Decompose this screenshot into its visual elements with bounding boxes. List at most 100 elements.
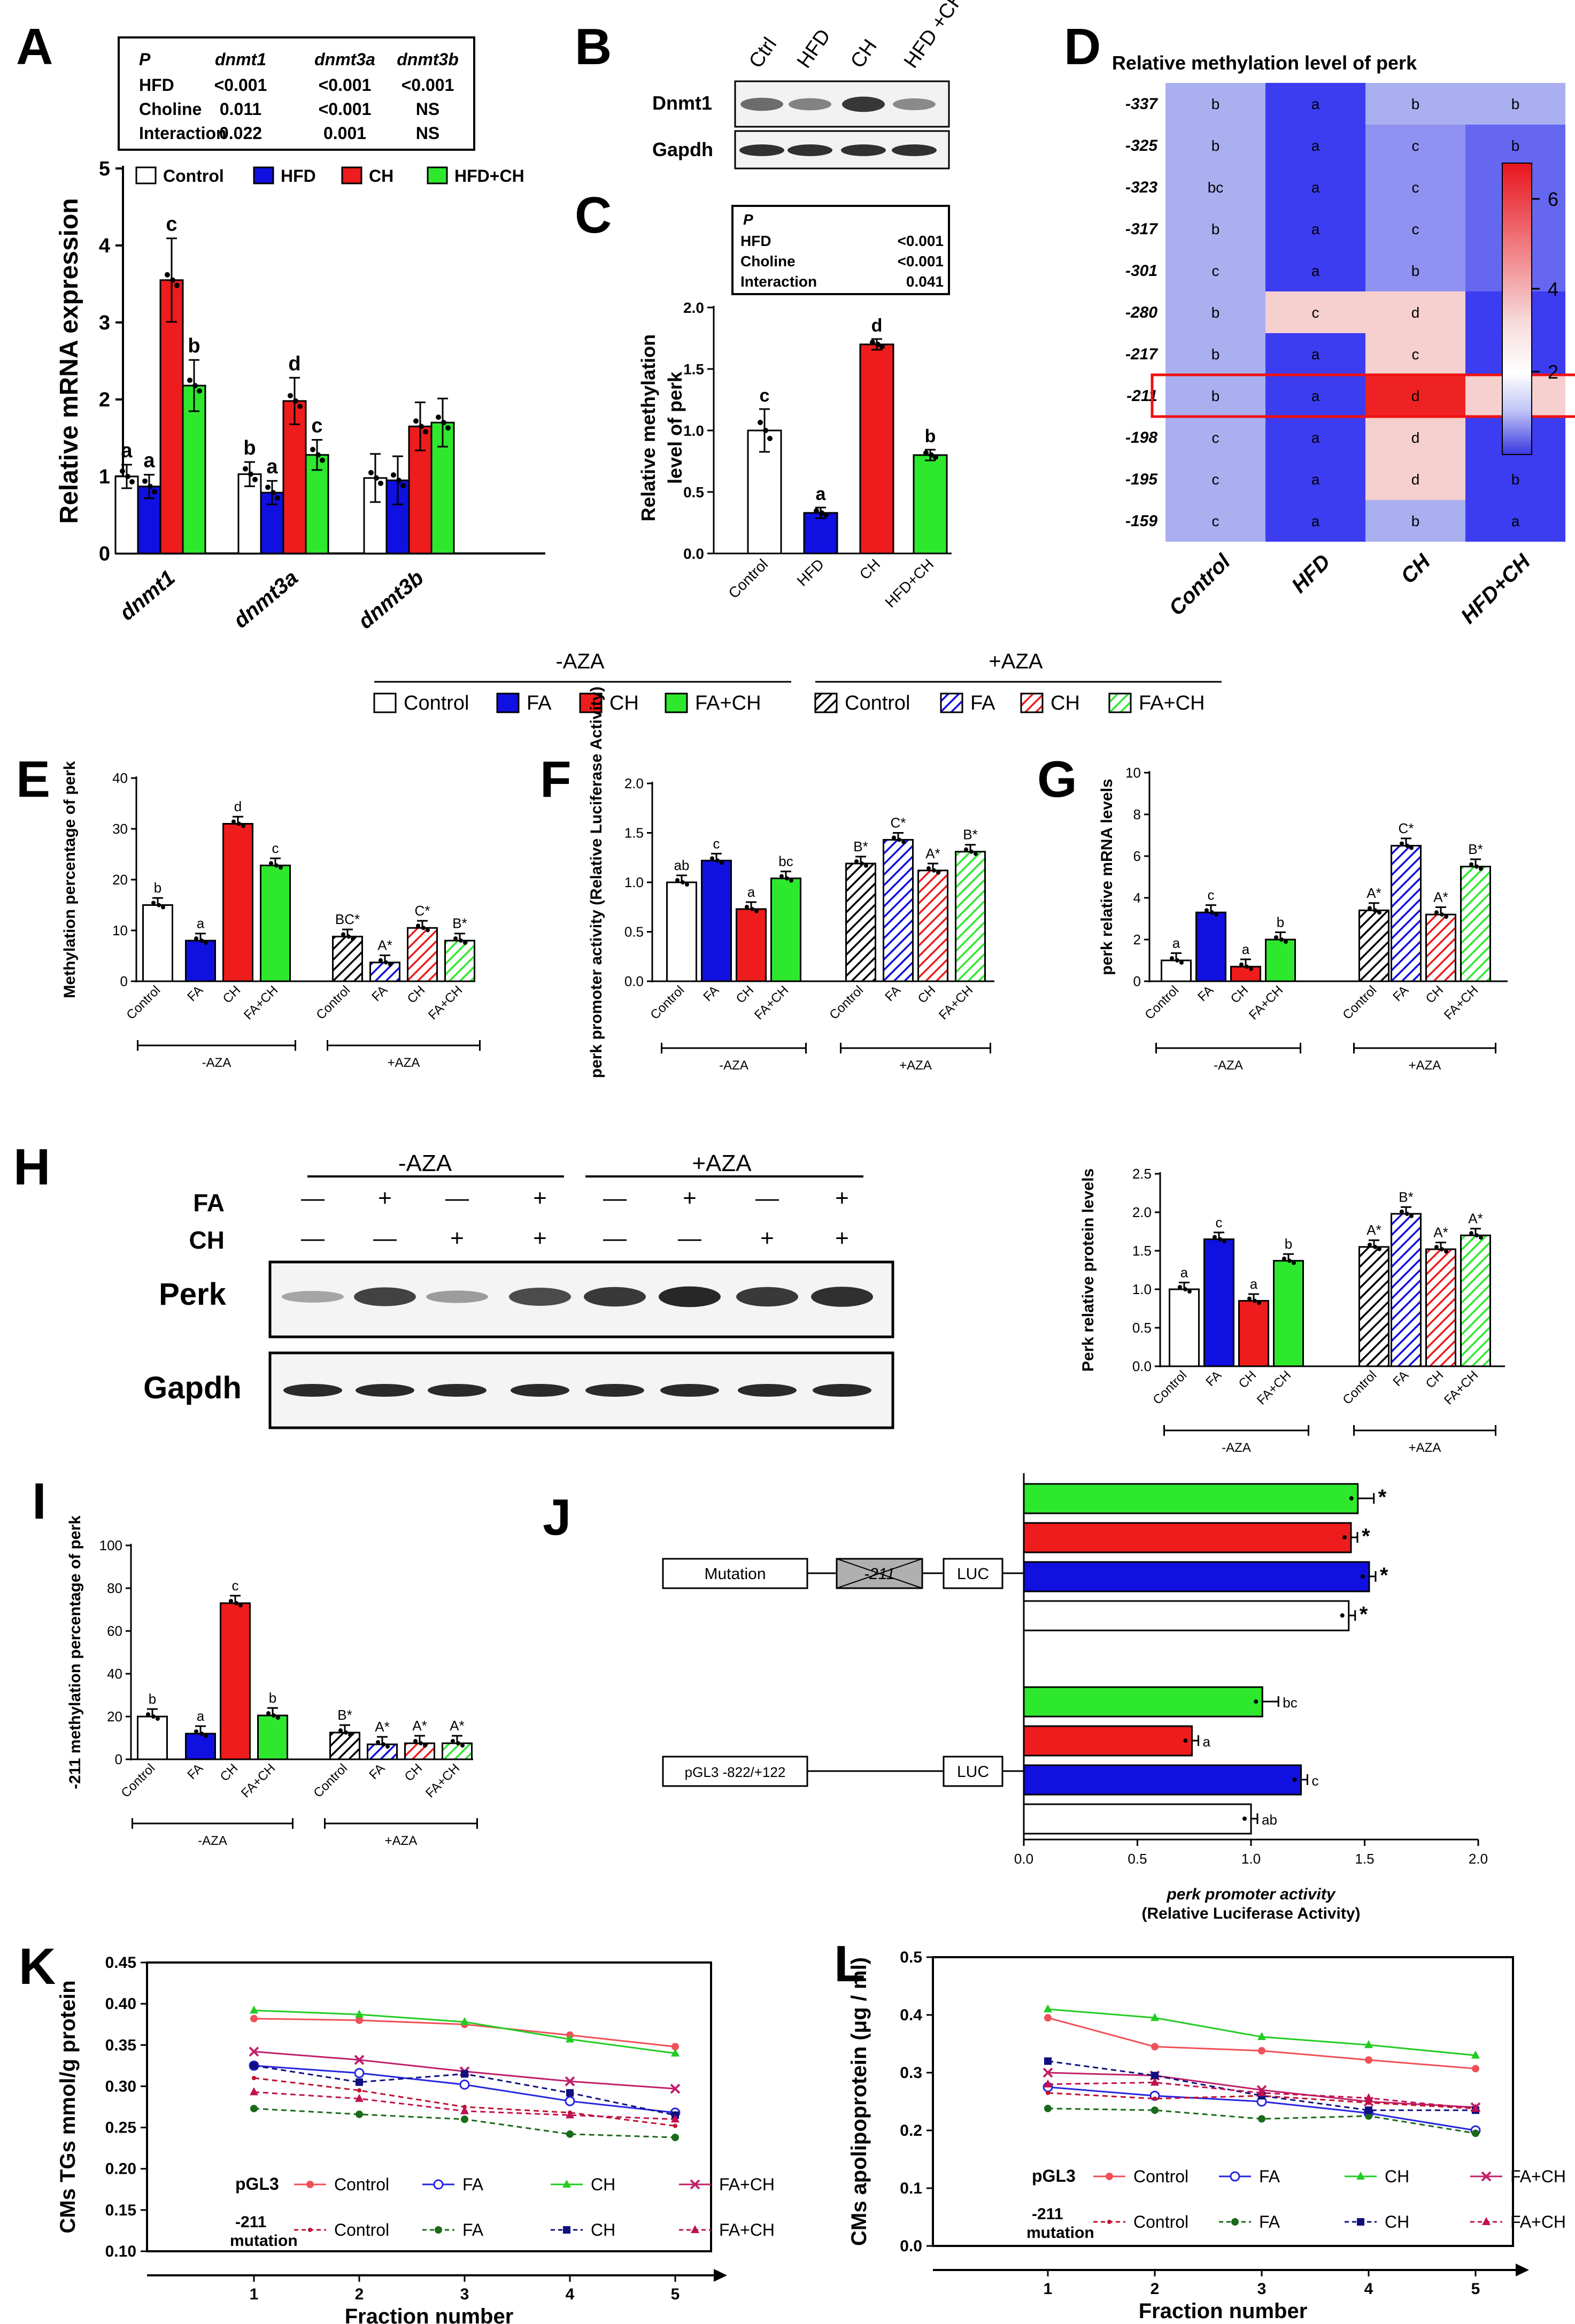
legend-group-title: +AZA <box>989 650 1043 673</box>
data-point <box>451 1739 455 1743</box>
significance-letter: A* <box>1468 1211 1483 1227</box>
data-point <box>1213 1235 1217 1240</box>
x-tick-label: CH <box>915 983 939 1006</box>
data-point <box>1434 1245 1439 1250</box>
bar <box>1023 1600 1350 1632</box>
data-point <box>1479 1235 1483 1240</box>
data-point <box>279 865 283 870</box>
data-point <box>125 474 130 479</box>
bar <box>367 1743 398 1760</box>
bar <box>1023 1561 1370 1592</box>
blot-band <box>788 144 832 156</box>
bar <box>913 454 948 555</box>
x-tick-label: CH <box>402 1761 426 1784</box>
series-marker <box>1471 2103 1480 2112</box>
y-tick-label: 1.5 <box>624 825 644 841</box>
treatment-sign: — <box>755 1185 779 1211</box>
data-point <box>1284 940 1288 944</box>
significance-letter: A* <box>1366 885 1381 901</box>
significance-letter: A* <box>377 937 392 953</box>
heatmap-row-label: -325 <box>1125 137 1158 155</box>
blot-band <box>585 1384 644 1397</box>
panel-letter: G <box>1037 751 1077 808</box>
significance-letter: b <box>149 1691 156 1707</box>
significance-letter: A* <box>925 845 940 861</box>
data-point <box>923 450 929 456</box>
legend-label: FA <box>527 692 552 714</box>
treatment-sign: + <box>533 1225 547 1251</box>
significance-letter: a <box>197 1708 205 1724</box>
x-tick-label: FA+CH <box>1254 1368 1294 1407</box>
x-tick-label: Control <box>647 983 687 1022</box>
significance-letter: a <box>266 456 278 478</box>
series-marker <box>1365 2056 1372 2064</box>
x-tick-label: 2 <box>355 2285 364 2303</box>
blot-band <box>356 1384 414 1397</box>
x-tick-label: 1 <box>1044 2280 1053 2298</box>
series-marker <box>461 2115 468 2123</box>
series-marker <box>1258 2115 1265 2123</box>
data-point <box>875 342 881 347</box>
color-scale <box>1502 163 1532 455</box>
p-table-header: dnmt1 <box>215 50 266 69</box>
data-point <box>315 452 321 458</box>
heatmap-cell-letter: c <box>1412 221 1419 237</box>
data-point <box>819 510 824 516</box>
data-point <box>1440 912 1444 917</box>
x-tick-label: FA+CH <box>423 1761 462 1800</box>
x-tick-label: 0.0 <box>1014 1851 1033 1867</box>
series-marker <box>461 2070 468 2078</box>
legend-label: FA+CH <box>695 692 761 714</box>
x-category-label: dnmt1 <box>115 566 180 625</box>
data-point <box>445 425 451 431</box>
heatmap-cell <box>1465 125 1565 166</box>
heatmap-cell-letter: b <box>1211 304 1220 321</box>
heatmap-cell-letter: d <box>1411 471 1420 488</box>
reporter-box <box>943 1756 1003 1787</box>
data-point <box>161 905 165 910</box>
data-point <box>459 938 463 943</box>
data-point <box>170 277 175 283</box>
x-tick-label: 5 <box>1471 2280 1480 2298</box>
legend-label: CH <box>1385 2167 1409 2186</box>
heatmap-cell <box>1465 500 1565 542</box>
series-marker <box>356 2078 363 2086</box>
bar <box>859 343 894 555</box>
x-tick-label: CH <box>734 983 757 1006</box>
legend-marker <box>1357 2218 1364 2226</box>
bar <box>1023 1725 1193 1757</box>
data-point <box>1373 1244 1377 1249</box>
data-point <box>379 958 383 963</box>
data-point <box>1179 960 1184 965</box>
heatmap-cell <box>1365 250 1465 291</box>
axis-arrow <box>1516 2264 1529 2276</box>
significance-letter: C* <box>891 815 906 831</box>
data-point <box>384 960 388 965</box>
series-marker <box>1043 2067 1053 2078</box>
blot-band <box>811 1287 873 1307</box>
heatmap-cell <box>1365 291 1465 333</box>
bar <box>1023 1686 1263 1718</box>
series-marker <box>1258 2046 1265 2054</box>
data-point <box>927 866 931 871</box>
data-point <box>199 1732 204 1736</box>
legend-marker <box>1356 2172 1365 2180</box>
legend-label: CH <box>609 692 639 714</box>
y-tick-label: 10 <box>1125 765 1141 781</box>
heatmap-cell-letter: b <box>1411 513 1420 529</box>
significance-letter: c <box>1208 887 1215 903</box>
x-tick-label: FA <box>700 983 722 1004</box>
data-point <box>252 476 258 482</box>
data-point <box>388 962 392 967</box>
series-marker <box>565 2076 575 2087</box>
y-tick-label: 1.5 <box>1132 1243 1152 1259</box>
bar <box>404 1742 435 1760</box>
data-point <box>413 1739 418 1743</box>
p-table-box <box>731 205 950 295</box>
construct-box <box>662 1756 808 1787</box>
heatmap-col-label: CH <box>1396 549 1435 588</box>
group-label: -AZA <box>198 1834 227 1848</box>
y-tick-label: 10 <box>112 922 128 938</box>
x-tick-label: Control <box>827 983 866 1022</box>
legend-group-label: pGL3 <box>235 2174 279 2194</box>
